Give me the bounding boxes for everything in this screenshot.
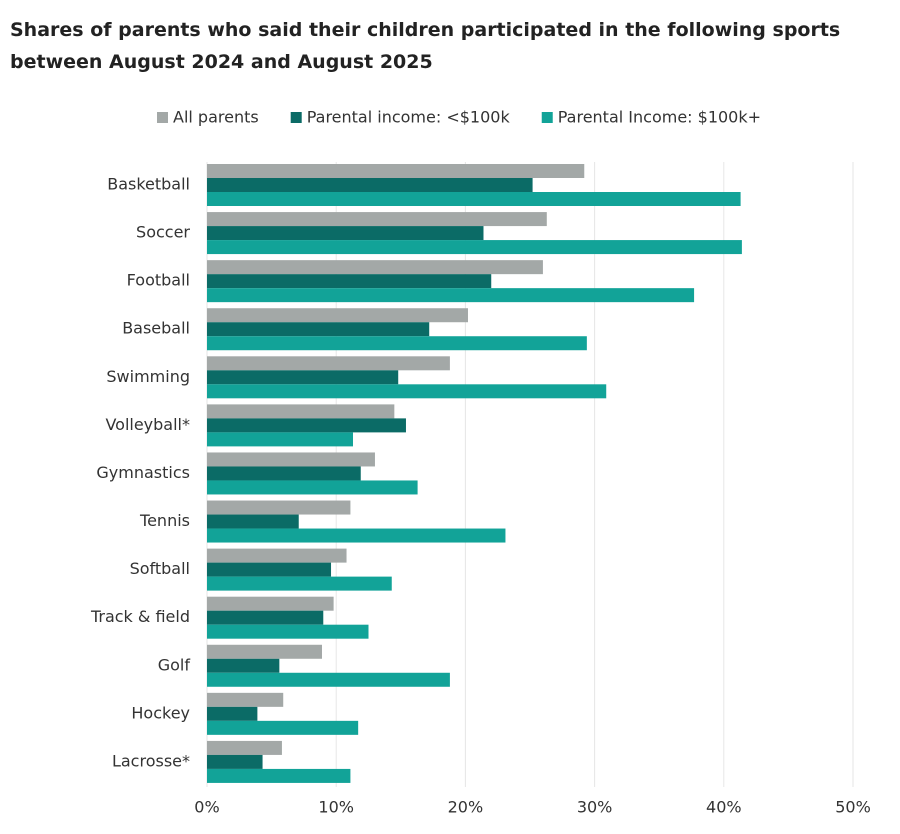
legend-swatch — [290, 112, 302, 123]
bar — [207, 528, 506, 543]
bar — [207, 740, 282, 755]
x-tick-label: 30% — [577, 798, 613, 817]
legend-swatch — [541, 112, 553, 123]
x-tick-label: 50% — [835, 798, 871, 817]
bar — [207, 706, 258, 721]
bar — [207, 514, 299, 529]
bar — [207, 500, 351, 515]
bar — [207, 418, 406, 433]
legend-label: Parental income: <$100k — [307, 108, 511, 127]
bar — [207, 370, 399, 385]
bar — [207, 672, 450, 687]
x-tick-label: 0% — [194, 798, 219, 817]
bar — [207, 192, 741, 206]
bar — [207, 308, 468, 323]
bar — [207, 178, 533, 192]
bar — [207, 610, 324, 625]
bar — [207, 644, 322, 659]
bar — [207, 240, 742, 255]
x-tick-label: 40% — [706, 798, 742, 817]
y-tick-label: Volleyball* — [105, 415, 190, 434]
bar — [207, 692, 284, 707]
bar — [207, 452, 375, 467]
y-tick-label: Soccer — [136, 223, 190, 242]
legend-label: Parental Income: $100k+ — [558, 108, 761, 127]
bar — [207, 384, 607, 399]
bar — [207, 480, 418, 495]
bar — [207, 658, 280, 673]
y-tick-label: Hockey — [131, 703, 190, 722]
bar — [207, 754, 263, 769]
x-tick-label: 10% — [318, 798, 354, 817]
bar — [207, 624, 369, 639]
bar — [207, 212, 547, 227]
y-tick-label: Tennis — [139, 511, 190, 530]
bar — [207, 404, 395, 419]
bar — [207, 768, 351, 783]
bar — [207, 164, 585, 178]
y-tick-label: Gymnastics — [96, 463, 190, 482]
chart-title: Shares of parents who said their childre… — [10, 19, 841, 73]
y-tick-label: Track & field — [90, 607, 190, 626]
bar — [207, 336, 587, 351]
bar — [207, 288, 695, 303]
y-tick-label: Football — [127, 271, 190, 290]
bar — [207, 576, 392, 591]
y-tick-label: Softball — [130, 559, 190, 578]
bar — [207, 274, 492, 289]
y-tick-label: Swimming — [106, 367, 190, 386]
bar — [207, 432, 353, 447]
bar — [207, 596, 334, 611]
x-tick-label: 20% — [448, 798, 484, 817]
y-tick-label: Golf — [158, 655, 191, 674]
y-tick-label: Baseball — [122, 319, 190, 338]
bar — [207, 720, 359, 735]
bar — [207, 562, 332, 577]
bar — [207, 466, 361, 481]
legend-swatch — [157, 112, 168, 123]
y-tick-label: Lacrosse* — [112, 751, 190, 770]
bar — [207, 260, 543, 275]
bar — [207, 356, 450, 371]
bar — [207, 322, 430, 337]
bar — [207, 226, 484, 241]
legend-label: All parents — [173, 108, 259, 127]
bar — [207, 548, 347, 563]
y-tick-label: Basketball — [107, 175, 190, 194]
